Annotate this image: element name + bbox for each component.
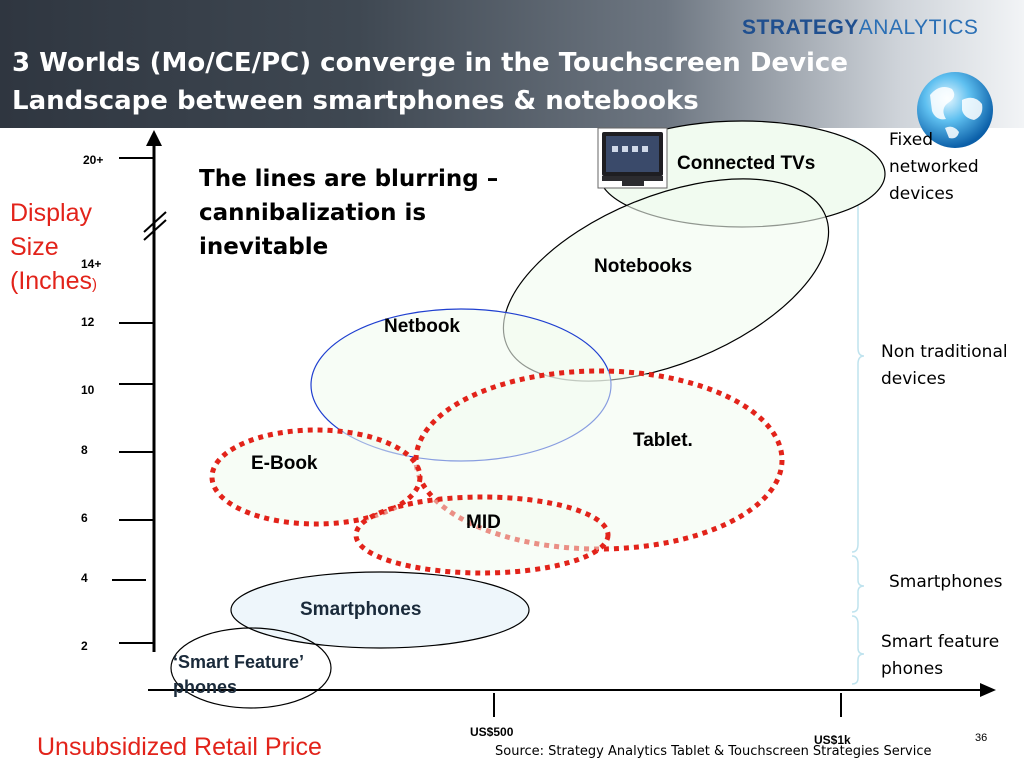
y-tick-label: 8 [81, 443, 88, 457]
label-mid: MID [466, 512, 501, 533]
x-axis [148, 683, 996, 717]
page-number: 36 [975, 732, 988, 744]
label-netbook: Netbook [384, 316, 460, 337]
callout-note: The lines are blurring – cannibalization… [199, 166, 499, 260]
side-label-non-traditional: Non traditional devices [881, 342, 1008, 389]
y-tick-label: 4 [81, 571, 88, 585]
label-notebooks: Notebooks [594, 256, 693, 277]
side-label-fixed: Fixed networked devices [889, 130, 979, 204]
bubble-smartphones [230, 571, 530, 649]
side-label-smart-feature: Smart feature phones [881, 632, 1000, 679]
x-axis-label: Unsubsidized Retail Price [37, 733, 322, 761]
globe-icon [917, 72, 993, 148]
source-note: Source: Strategy Analytics Tablet & Touc… [495, 744, 932, 759]
title-line-2: Landscape between smartphones & notebook… [12, 86, 699, 116]
y-tick-label: 2 [81, 639, 88, 653]
y-axis-label: Display Size (Inches) [10, 199, 97, 295]
y-tick-label: 20+ [83, 153, 104, 167]
slide-title: 3 Worlds (Mo/CE/PC) converge in the Touc… [12, 44, 852, 120]
side-label-smartphones: Smartphones [889, 572, 1003, 592]
label-connected-tvs: Connected TVs [677, 153, 816, 174]
y-axis [143, 130, 167, 652]
television-icon [597, 127, 668, 189]
y-tick-label: 10 [81, 383, 95, 397]
bubble-smart-feature-phones [170, 627, 332, 709]
header-bar [0, 0, 1024, 128]
label-smart-feature-phones: ‘Smart Feature’ phones [173, 652, 304, 697]
brand-logo: STRATEGYANALYTICS [742, 16, 979, 39]
y-tick-label: 12 [81, 315, 95, 329]
bubble-ebook [209, 427, 423, 527]
side-brackets [851, 139, 865, 685]
y-tick-label: 14+ [81, 257, 102, 271]
label-ebook: E-Book [251, 453, 318, 474]
label-tablet: Tablet. [633, 430, 693, 451]
x-tick-label: US$1k [814, 733, 851, 747]
y-tick-label: 6 [81, 511, 88, 525]
title-line-1: 3 Worlds (Mo/CE/PC) converge in the Touc… [12, 48, 848, 78]
x-tick-label: US$500 [470, 725, 514, 739]
label-smartphones: Smartphones [300, 599, 422, 620]
bubble-mid [353, 494, 611, 576]
y-tick-marks [112, 157, 153, 644]
